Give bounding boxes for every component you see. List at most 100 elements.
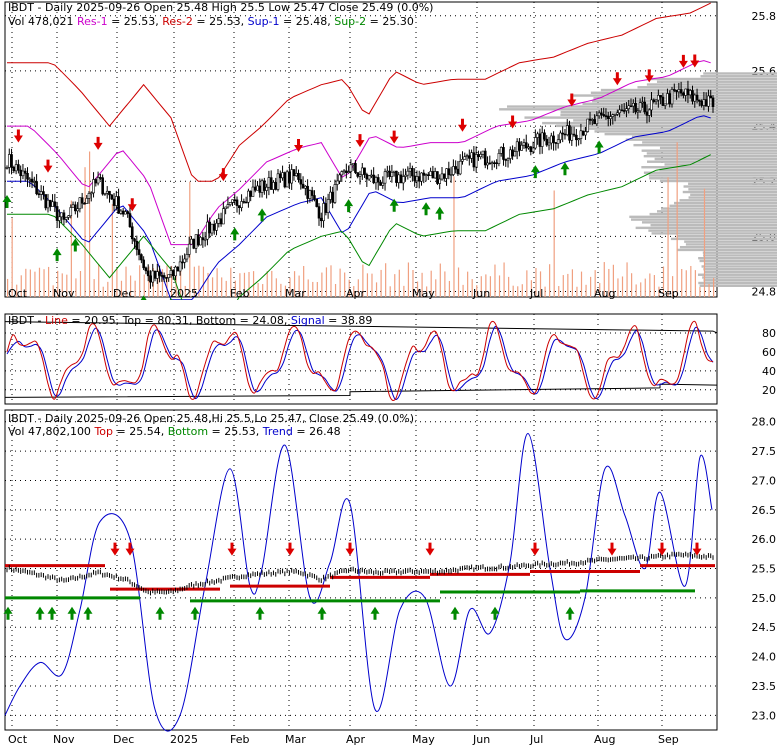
- candle-body: [522, 142, 526, 146]
- candle-body: [643, 101, 646, 113]
- candle-body: [269, 177, 273, 190]
- oscillator-header: IBDT - Line = 20.95, Top = 80.31, Bottom…: [8, 314, 372, 327]
- volume-bar: [694, 270, 696, 297]
- x-tick-label: Nov: [53, 287, 75, 300]
- sell-arrow: [678, 54, 688, 68]
- candle-body: [203, 238, 207, 241]
- trend-header-line2: Vol 47,802,100 Top = 25.54, Bottom = 25.…: [8, 425, 341, 438]
- candle-body: [440, 173, 444, 180]
- volume-profile-bar: [704, 262, 777, 265]
- volume-profile-bar: [592, 99, 777, 103]
- candle-body: [178, 261, 182, 272]
- volume-profile-bar: [651, 232, 777, 235]
- candle-body: [474, 154, 478, 168]
- volume-bar: [330, 265, 332, 297]
- volume-profile-bar: [659, 168, 777, 172]
- sell-arrow: [355, 134, 365, 148]
- volume-profile-bar: [698, 257, 777, 260]
- y-tick-label: 80: [762, 327, 776, 340]
- buy-arrow: [450, 606, 460, 620]
- buy-arrow: [3, 606, 13, 620]
- candle-body: [502, 147, 505, 160]
- volume-bar: [590, 276, 592, 297]
- candle-body: [695, 94, 699, 101]
- volume-bar: [439, 263, 441, 297]
- buy-arrow: [52, 248, 62, 262]
- buy-arrow: [35, 606, 45, 620]
- volume-profile-bar: [604, 132, 777, 136]
- candle-body: [83, 202, 86, 205]
- candle-body: [285, 171, 289, 188]
- candle-body: [215, 222, 218, 231]
- volume-bar: [243, 272, 246, 297]
- volume-profile-bar: [560, 113, 777, 117]
- candle-body: [39, 191, 43, 195]
- candle-body: [324, 203, 328, 213]
- volume-bar: [93, 279, 95, 297]
- buy-arrow: [2, 194, 12, 208]
- volume-bar: [380, 269, 382, 297]
- candle-body: [531, 147, 535, 153]
- candle-body: [627, 105, 631, 109]
- candle-body: [376, 177, 380, 183]
- candle-body: [433, 171, 437, 179]
- volume-profile-bar: [688, 182, 777, 185]
- buy-arrow: [190, 606, 200, 620]
- volume-bar: [608, 268, 610, 297]
- candle-body: [666, 93, 669, 105]
- candle-body: [686, 88, 690, 96]
- volume-bar: [344, 272, 346, 297]
- candle-body: [650, 99, 653, 111]
- volume-bar: [653, 275, 655, 297]
- candle-body: [565, 125, 569, 135]
- candle-body: [388, 170, 391, 177]
- candle-body: [372, 174, 375, 184]
- candle-body: [149, 275, 152, 283]
- y-tick-label: 60: [762, 346, 776, 359]
- volume-bar: [211, 277, 214, 297]
- volume-profile-bar: [646, 152, 777, 155]
- candle-body: [333, 184, 337, 203]
- candle-body: [42, 191, 45, 195]
- candle-body: [165, 277, 168, 279]
- candle-body: [654, 99, 658, 102]
- sell-arrow: [508, 115, 518, 129]
- volume-bar: [334, 283, 337, 297]
- sell-arrow: [218, 168, 228, 182]
- volume-bar: [430, 270, 432, 297]
- candle-body: [12, 166, 16, 172]
- header-segment: Bottom: [167, 425, 209, 438]
- volume-bar: [184, 285, 186, 297]
- volume-bar: [421, 272, 423, 297]
- candle-body: [242, 201, 246, 203]
- volume-bar: [79, 271, 82, 297]
- volume-bar: [34, 271, 36, 297]
- candle-body: [465, 155, 469, 157]
- buy-arrow: [344, 199, 354, 213]
- candle-body: [126, 211, 130, 214]
- candle-body: [657, 95, 660, 101]
- candle-body: [338, 174, 341, 182]
- volume-bar: [398, 269, 400, 297]
- candle-body: [392, 170, 396, 173]
- candle-body: [468, 155, 471, 159]
- volume-bar: [248, 271, 250, 297]
- volume-bar: [266, 271, 268, 297]
- volume-profile-bar: [641, 166, 777, 169]
- volume-bar: [70, 200, 72, 297]
- price-chart: 25.825.625.425.225.024.8OctNovDec2025Feb…: [2, 1, 777, 334]
- candle-body: [452, 166, 455, 175]
- volume-bar: [517, 286, 519, 297]
- candle-body: [420, 172, 423, 182]
- candle-body: [518, 141, 521, 151]
- sell-arrow: [345, 542, 355, 556]
- volume-profile-bar: [700, 75, 777, 78]
- candle-body: [497, 153, 501, 164]
- candle-body: [629, 105, 633, 108]
- candle-body: [613, 114, 617, 116]
- x-tick-label: Nov: [53, 733, 75, 745]
- candle-body: [481, 150, 485, 155]
- volume-bar: [234, 280, 236, 297]
- candle-body: [33, 181, 36, 183]
- price-panel: 25.825.625.425.225.024.8OctNovDec2025Feb…: [0, 0, 780, 334]
